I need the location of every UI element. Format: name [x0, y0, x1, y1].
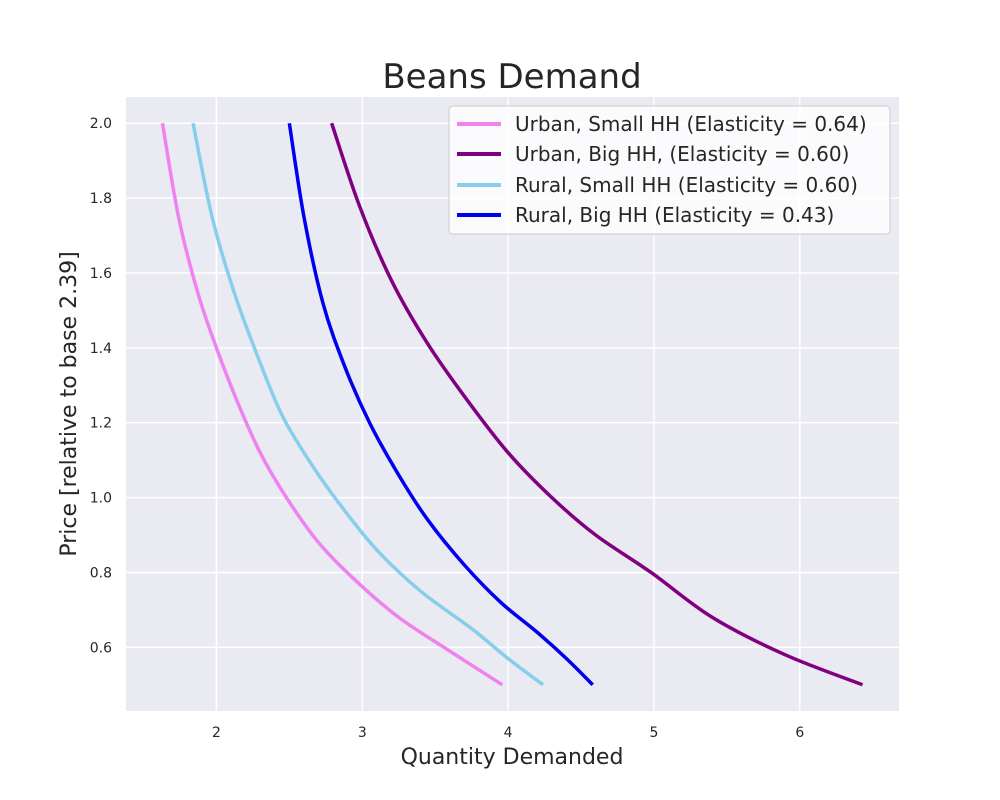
legend-label-urban-small: Urban, Small HH (Elasticity = 0.64) — [515, 112, 867, 136]
legend-label-rural-big: Rural, Big HH (Elasticity = 0.43) — [515, 203, 834, 227]
series-line-rural-small-hh-elasticity-0-60 — [191, 122, 545, 687]
series-line-rural-big-hh-elasticity-0-43 — [287, 122, 594, 687]
x-tick-label-5: 5 — [650, 725, 659, 741]
x-tick-label-4: 4 — [504, 725, 513, 741]
y-tick-label-0-8: 0.8 — [90, 565, 112, 581]
x-tick-labels: 2 3 4 5 6 — [212, 725, 804, 741]
series-line-urban-small-hh-elasticity-0-64 — [160, 122, 504, 687]
legend-label-rural-small: Rural, Small HH (Elasticity = 0.60) — [515, 173, 858, 197]
y-tick-label-2-0: 2.0 — [90, 116, 112, 132]
y-tick-label-1-2: 1.2 — [90, 416, 112, 432]
x-tick-label-6: 6 — [795, 725, 804, 741]
y-tick-label-1-4: 1.4 — [90, 341, 112, 357]
legend-label-urban-big: Urban, Big HH, (Elasticity = 0.60) — [515, 142, 849, 166]
x-axis-title: Quantity Demanded — [401, 745, 624, 770]
y-tick-labels: 0.6 0.8 1.0 1.2 1.4 1.6 1.8 2.0 — [90, 116, 112, 656]
x-tick-label-2: 2 — [212, 725, 221, 741]
y-tick-label-0-6: 0.6 — [90, 640, 112, 656]
legend-box — [448, 105, 891, 235]
y-tick-label-1-6: 1.6 — [90, 266, 112, 282]
series-line-urban-big-hh-elasticity-0-60 — [329, 122, 864, 687]
y-axis-title: Price [relative to base 2.39] — [57, 251, 82, 556]
y-tick-label-1-0: 1.0 — [90, 491, 112, 507]
legend: Urban, Small HH (Elasticity = 0.64) Urba… — [448, 105, 891, 235]
x-tick-label-3: 3 — [358, 725, 367, 741]
chart-title: Beans Demand — [382, 57, 641, 97]
series-lines — [160, 122, 864, 687]
y-tick-label-1-8: 1.8 — [90, 191, 112, 207]
